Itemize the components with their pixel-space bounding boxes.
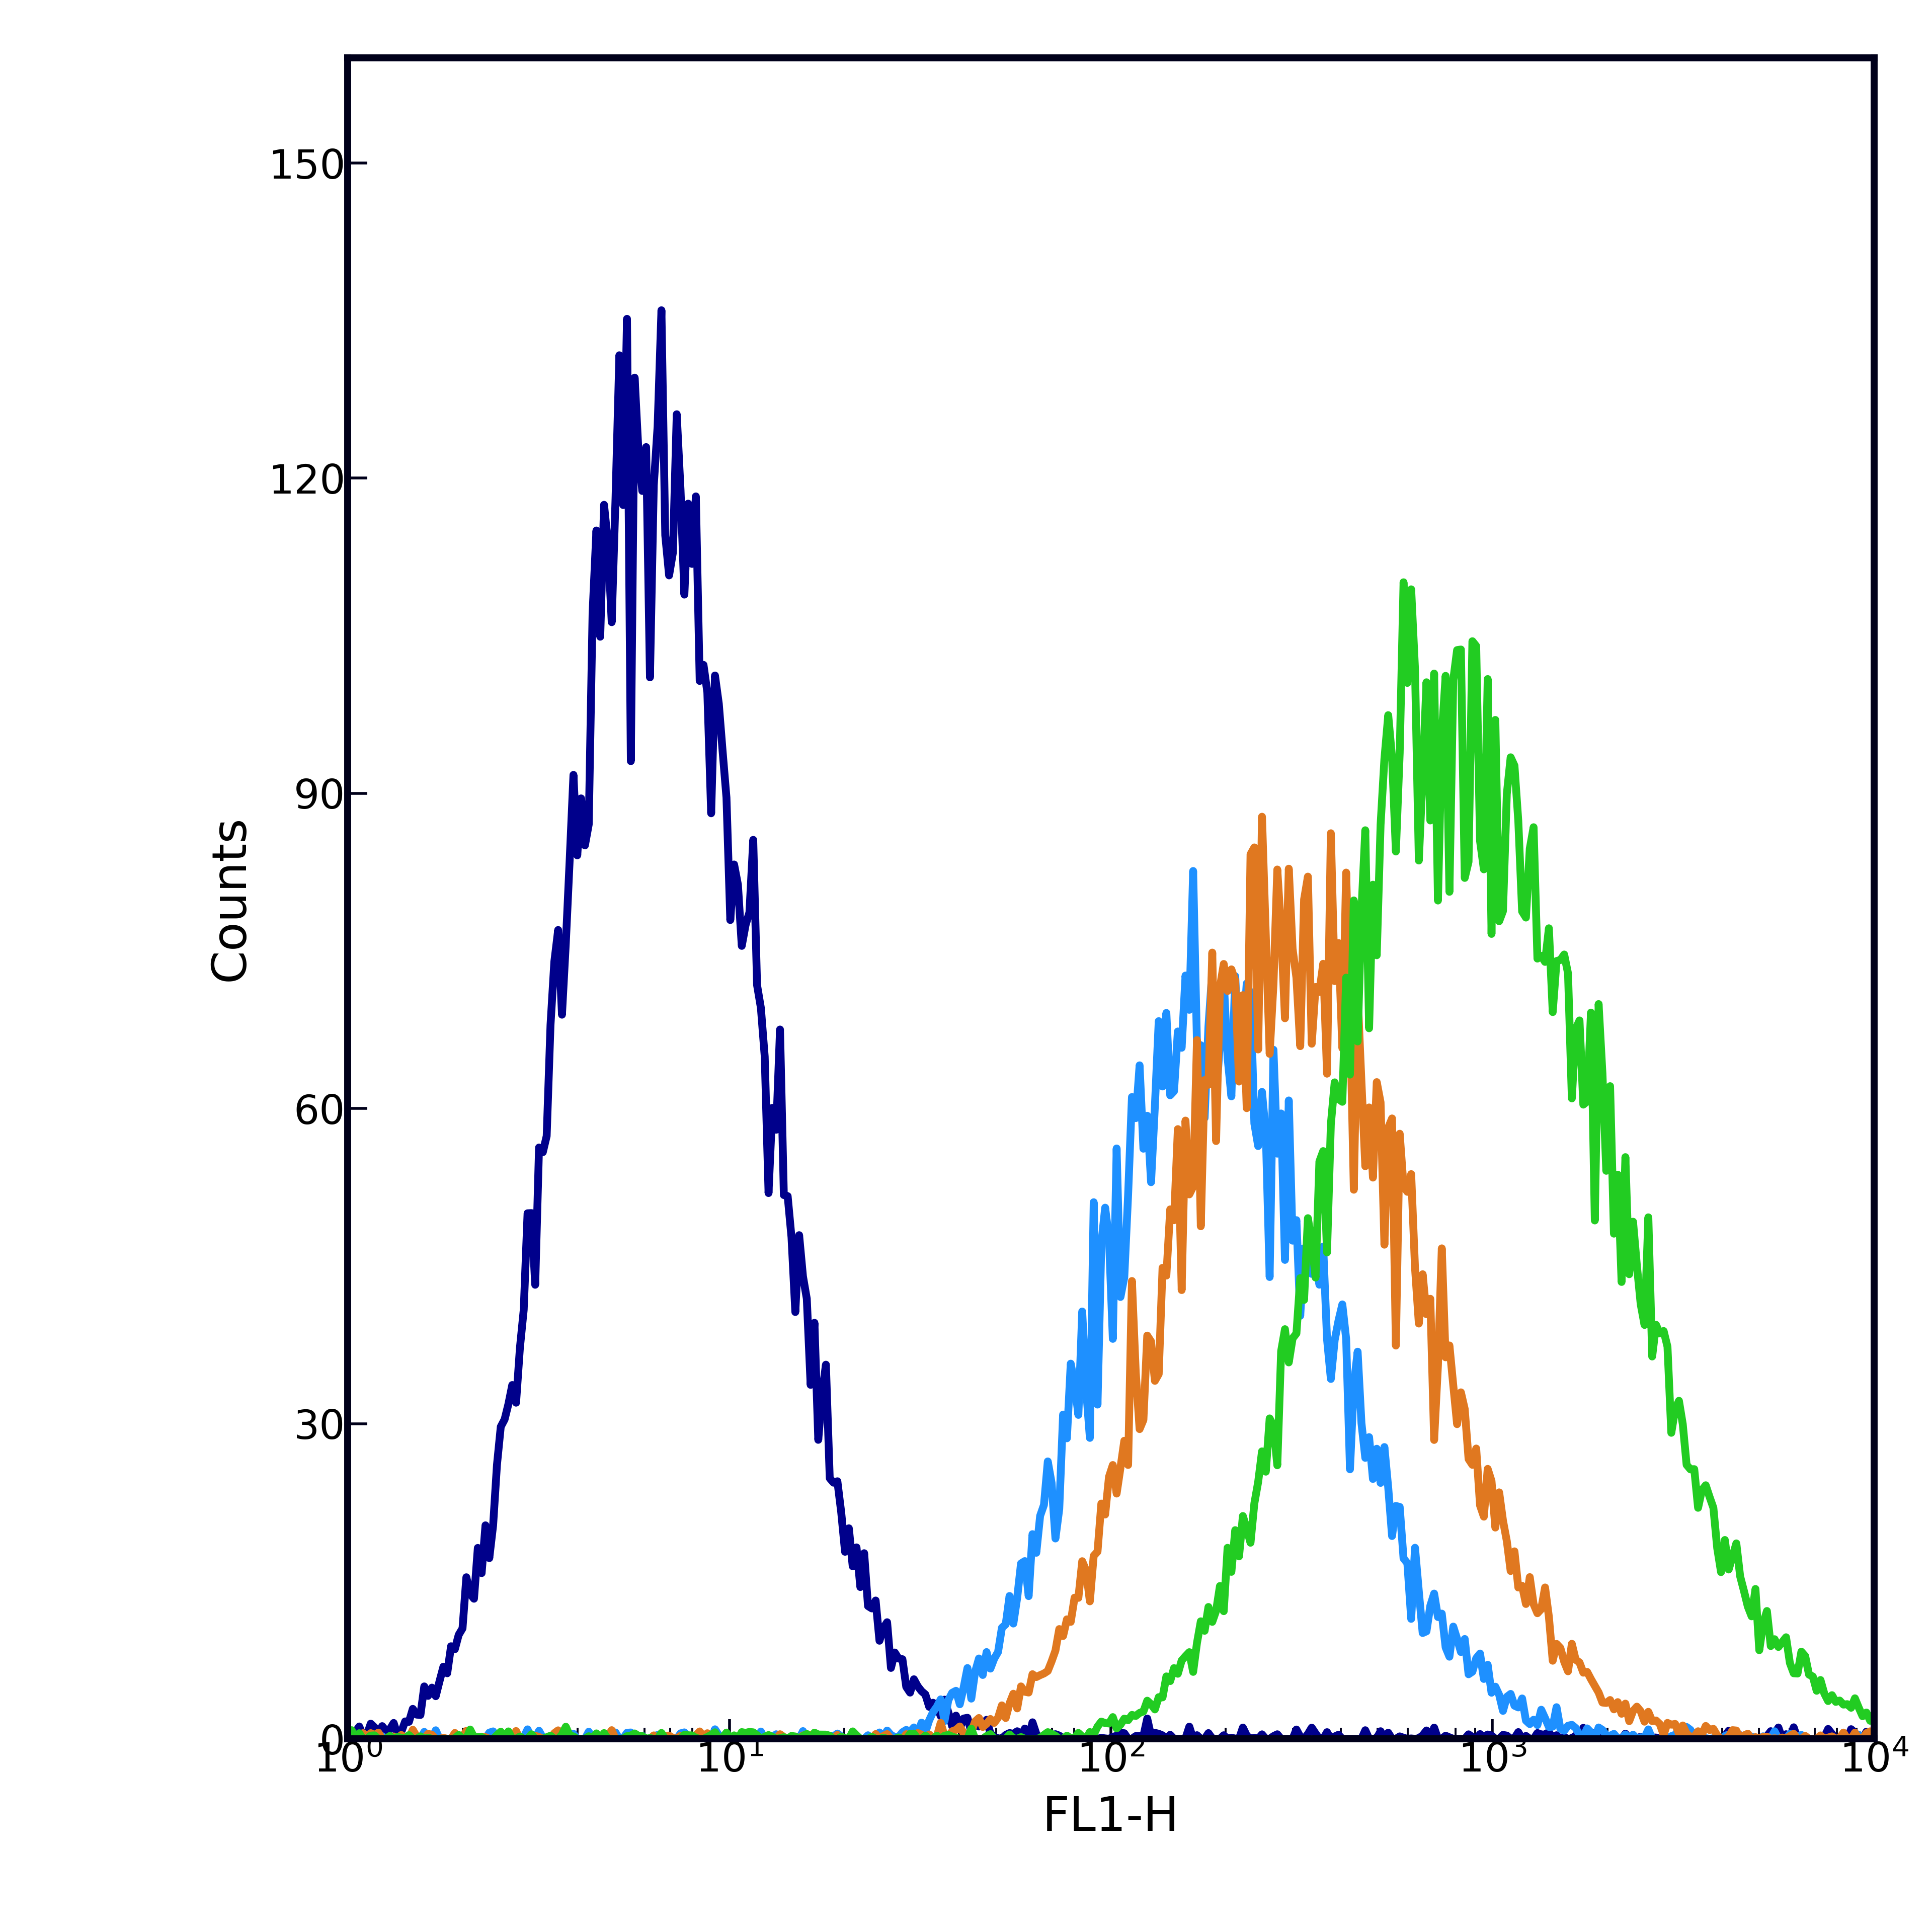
Y-axis label: Counts: Counts — [209, 815, 253, 981]
X-axis label: FL1-H: FL1-H — [1043, 1795, 1179, 1841]
